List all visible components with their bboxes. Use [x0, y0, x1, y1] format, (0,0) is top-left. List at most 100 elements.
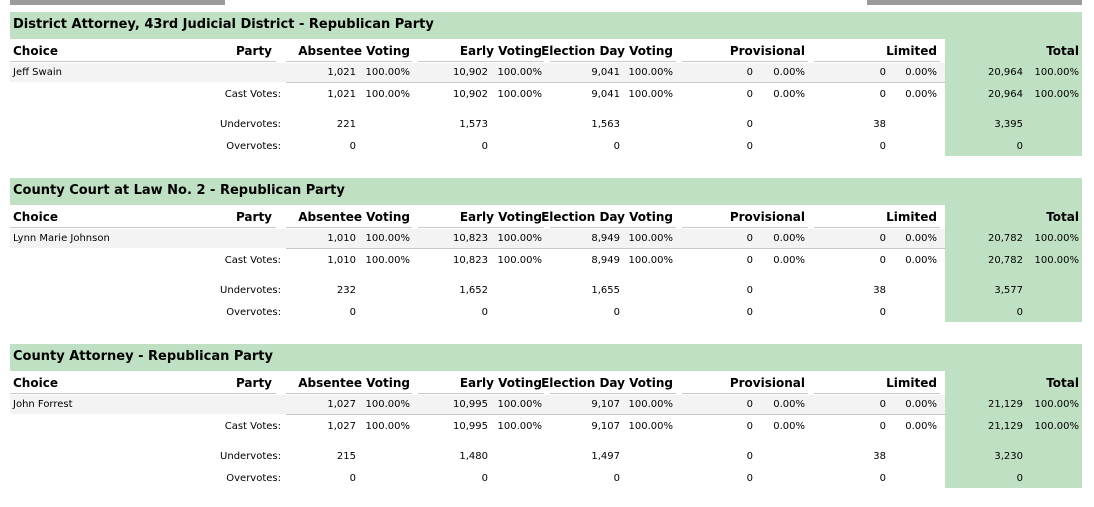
header-choice: Choice	[13, 210, 58, 224]
limited-percent: 0.00%	[905, 67, 937, 78]
provisional-votes: 0	[746, 119, 753, 130]
race-title-bar: County Attorney - Republican Party	[10, 344, 1082, 371]
header-absentee: Absentee Voting	[298, 44, 410, 58]
header-divider	[418, 227, 544, 228]
provisional-votes: 0	[746, 399, 753, 410]
limited-votes: 38	[873, 285, 886, 296]
cast-votes-label: Cast Votes:	[224, 89, 281, 100]
election-day-votes: 9,041	[591, 67, 620, 78]
header-limited: Limited	[886, 376, 937, 390]
total-votes: 0	[1016, 141, 1023, 152]
election-day-percent: 100.00%	[628, 89, 674, 100]
early-votes: 10,995	[453, 421, 488, 432]
header-provisional: Provisional	[729, 376, 805, 390]
early-percent: 100.00%	[497, 233, 543, 244]
header-divider	[286, 393, 412, 394]
header-early: Early Voting	[459, 376, 542, 390]
limited-votes: 0	[879, 307, 886, 318]
limited-percent: 0.00%	[905, 89, 937, 100]
limited-votes: 0	[879, 141, 886, 152]
early-percent: 100.00%	[497, 255, 543, 266]
provisional-votes: 0	[746, 473, 753, 484]
row-divider	[286, 248, 945, 249]
absentee-percent: 100.00%	[365, 67, 411, 78]
header-provisional: Provisional	[729, 210, 805, 224]
election-day-votes: 1,563	[591, 119, 620, 130]
top-scroll-indicator-right	[867, 0, 1082, 5]
top-scroll-indicator-left	[10, 0, 225, 5]
absentee-votes: 1,027	[327, 421, 356, 432]
total-votes: 3,395	[994, 119, 1023, 130]
total-column-highlight	[945, 371, 1082, 488]
header-divider	[418, 393, 544, 394]
header-limited: Limited	[886, 210, 937, 224]
total-votes: 3,230	[994, 451, 1023, 462]
provisional-votes: 0	[746, 307, 753, 318]
election-day-percent: 100.00%	[628, 421, 674, 432]
candidate-name: Lynn Marie Johnson	[13, 233, 110, 244]
election-day-votes: 8,949	[591, 233, 620, 244]
early-votes: 10,902	[453, 89, 488, 100]
election-day-percent: 100.00%	[628, 67, 674, 78]
limited-percent: 0.00%	[905, 421, 937, 432]
total-column-highlight	[945, 205, 1082, 322]
total-percent: 100.00%	[1034, 421, 1080, 432]
row-divider	[286, 414, 945, 415]
provisional-percent: 0.00%	[773, 233, 805, 244]
candidate-name: John Forrest	[13, 399, 73, 410]
absentee-percent: 100.00%	[365, 233, 411, 244]
provisional-percent: 0.00%	[773, 89, 805, 100]
limited-percent: 0.00%	[905, 233, 937, 244]
total-votes: 20,964	[988, 67, 1023, 78]
header-divider	[286, 61, 412, 62]
candidate-name: Jeff Swain	[13, 67, 62, 78]
candidate-row	[10, 229, 945, 248]
race-title: District Attorney, 43rd Judicial Distric…	[13, 17, 434, 32]
provisional-votes: 0	[746, 89, 753, 100]
header-party: Party	[235, 44, 272, 58]
total-votes: 20,782	[988, 255, 1023, 266]
total-percent: 100.00%	[1034, 67, 1080, 78]
header-total: Total	[1046, 376, 1079, 390]
cast-votes-label: Cast Votes:	[224, 421, 281, 432]
election-day-votes: 0	[613, 473, 620, 484]
header-divider	[10, 393, 276, 394]
header-early: Early Voting	[459, 210, 542, 224]
limited-votes: 0	[879, 233, 886, 244]
provisional-votes: 0	[746, 255, 753, 266]
absentee-votes: 0	[349, 141, 356, 152]
header-divider	[550, 61, 676, 62]
limited-votes: 0	[879, 67, 886, 78]
election-day-percent: 100.00%	[628, 255, 674, 266]
total-votes: 0	[1016, 307, 1023, 318]
provisional-percent: 0.00%	[773, 255, 805, 266]
early-votes: 1,480	[459, 451, 488, 462]
early-votes: 10,902	[453, 67, 488, 78]
header-divider	[10, 227, 276, 228]
total-percent: 100.00%	[1034, 399, 1080, 410]
race-title: County Court at Law No. 2 - Republican P…	[13, 183, 345, 198]
total-column-highlight	[945, 39, 1082, 156]
header-divider	[814, 227, 940, 228]
total-percent: 100.00%	[1034, 255, 1080, 266]
election-day-votes: 8,949	[591, 255, 620, 266]
absentee-percent: 100.00%	[365, 89, 411, 100]
total-percent: 100.00%	[1034, 89, 1080, 100]
overvotes-label: Overvotes:	[226, 473, 281, 484]
race-section: District Attorney, 43rd Judicial Distric…	[10, 12, 1082, 157]
provisional-percent: 0.00%	[773, 67, 805, 78]
provisional-votes: 0	[746, 67, 753, 78]
candidate-row	[10, 395, 945, 414]
total-votes: 3,577	[994, 285, 1023, 296]
header-provisional: Provisional	[729, 44, 805, 58]
absentee-votes: 1,027	[327, 399, 356, 410]
early-percent: 100.00%	[497, 421, 543, 432]
header-election-day: Election Day Voting	[541, 210, 673, 224]
limited-percent: 0.00%	[905, 255, 937, 266]
early-votes: 10,823	[453, 233, 488, 244]
early-percent: 100.00%	[497, 67, 543, 78]
total-votes: 21,129	[988, 421, 1023, 432]
absentee-votes: 1,010	[327, 255, 356, 266]
election-day-votes: 9,107	[591, 421, 620, 432]
overvotes-label: Overvotes:	[226, 307, 281, 318]
